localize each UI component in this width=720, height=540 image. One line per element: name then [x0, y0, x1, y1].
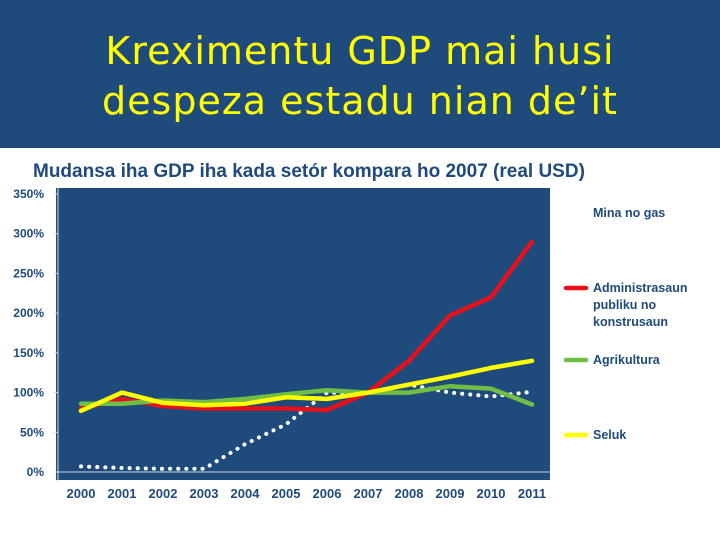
legend-label-0: Mina no gas — [593, 206, 665, 220]
legend-label-3: Seluk — [593, 428, 626, 442]
y-tick-label: 250% — [13, 266, 44, 280]
y-tick-label: 300% — [13, 227, 44, 241]
y-tick-label: 150% — [13, 346, 44, 360]
x-tick-label: 2010 — [477, 486, 506, 501]
y-tick-label: 0% — [27, 465, 45, 479]
slide-title-line-1: Kreximentu GDP mai husi — [105, 29, 615, 73]
x-tick-label: 2001 — [108, 486, 137, 501]
x-tick-label: 2008 — [395, 486, 424, 501]
slide-title: Kreximentu GDP mai husi despeza estadu n… — [0, 26, 720, 126]
plot-area — [56, 188, 550, 480]
source-note: Gráfiku husi La'o Hamutuk bazeia RDTL DG… — [212, 511, 702, 525]
x-tick-label: 2002 — [149, 486, 178, 501]
x-tick-label: 2005 — [272, 486, 301, 501]
x-tick-label: 2004 — [231, 486, 261, 501]
y-tick-label: 50% — [20, 425, 44, 439]
legend-label-2: Agrikultura — [593, 353, 661, 367]
x-tick-label: 2006 — [313, 486, 342, 501]
legend-label-1: Administrasaun publiku no konstrusaun — [593, 281, 687, 329]
x-tick-label: 2003 — [190, 486, 219, 501]
series-line-1 — [78, 239, 535, 413]
chart-title: Mudansa iha GDP iha kada setór kompara h… — [33, 161, 585, 182]
x-tick-label: 2000 — [67, 486, 96, 501]
x-tick-label: 2011 — [518, 486, 546, 501]
x-tick-label: 2009 — [436, 486, 465, 501]
y-tick-label: 100% — [13, 386, 44, 400]
x-tick-label: 2007 — [354, 486, 383, 501]
y-tick-label: 350% — [13, 187, 44, 201]
series-line-3 — [78, 358, 535, 414]
y-tick-label: 200% — [13, 306, 44, 320]
line-chart: Mudansa iha GDP iha kada setór kompara h… — [13, 161, 687, 501]
slide-title-line-2: despeza estadu nian de’it — [102, 79, 618, 123]
